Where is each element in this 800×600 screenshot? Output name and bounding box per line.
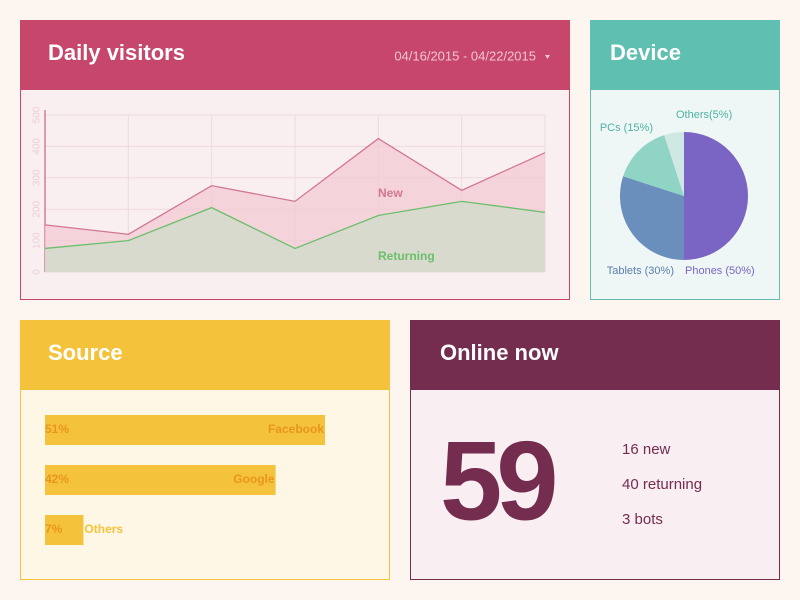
- series-label: New: [378, 186, 403, 200]
- online-count: 59: [440, 419, 555, 544]
- panel-title: Daily visitors: [48, 40, 185, 65]
- bar: [45, 415, 325, 445]
- bar: [45, 465, 276, 495]
- bar-value-label: 7%: [45, 522, 63, 536]
- online-detail: 3 bots: [622, 511, 663, 528]
- y-tick-label: 500: [32, 106, 43, 123]
- area: [45, 201, 545, 272]
- date-range[interactable]: 04/16/2015 - 04/22/2015: [394, 48, 536, 63]
- bar-category-label: Facebook: [268, 422, 324, 436]
- line: [44, 137, 546, 235]
- source-header: [20, 320, 390, 390]
- bar-value-label: 42%: [45, 472, 69, 486]
- panel-title: Source: [48, 340, 123, 365]
- online-header: [410, 320, 780, 390]
- line: [44, 200, 546, 250]
- visitors-header: [20, 20, 570, 90]
- slice-label: Tablets (30%): [607, 265, 674, 277]
- device-header: [590, 20, 780, 90]
- bar-category-label: Google: [233, 472, 275, 486]
- pie-slice: [623, 135, 684, 196]
- y-tick-label: 0: [32, 269, 43, 275]
- slice-label: Phones (50%): [685, 265, 755, 277]
- y-tick-label: 400: [32, 138, 43, 155]
- online-detail: 40 returning: [622, 476, 702, 493]
- panel-title: Device: [610, 40, 681, 65]
- pie-slice: [620, 176, 684, 260]
- pie-slice: [684, 132, 748, 260]
- slice-label: Others(5%): [676, 109, 732, 121]
- slice-label: PCs (15%): [600, 122, 653, 134]
- bar-value-label: 51%: [45, 422, 69, 436]
- online-detail: 16 new: [622, 441, 671, 458]
- pie-slice: [664, 132, 684, 196]
- series-label: Returning: [378, 249, 435, 263]
- bar: [45, 515, 84, 545]
- bar-category-label: Others: [84, 522, 123, 536]
- y-tick-label: 100: [32, 232, 43, 249]
- dropdown-arrow[interactable]: [545, 55, 550, 59]
- y-tick-label: 200: [32, 200, 43, 217]
- y-tick-label: 300: [32, 169, 43, 186]
- panel-title: Online now: [440, 340, 559, 365]
